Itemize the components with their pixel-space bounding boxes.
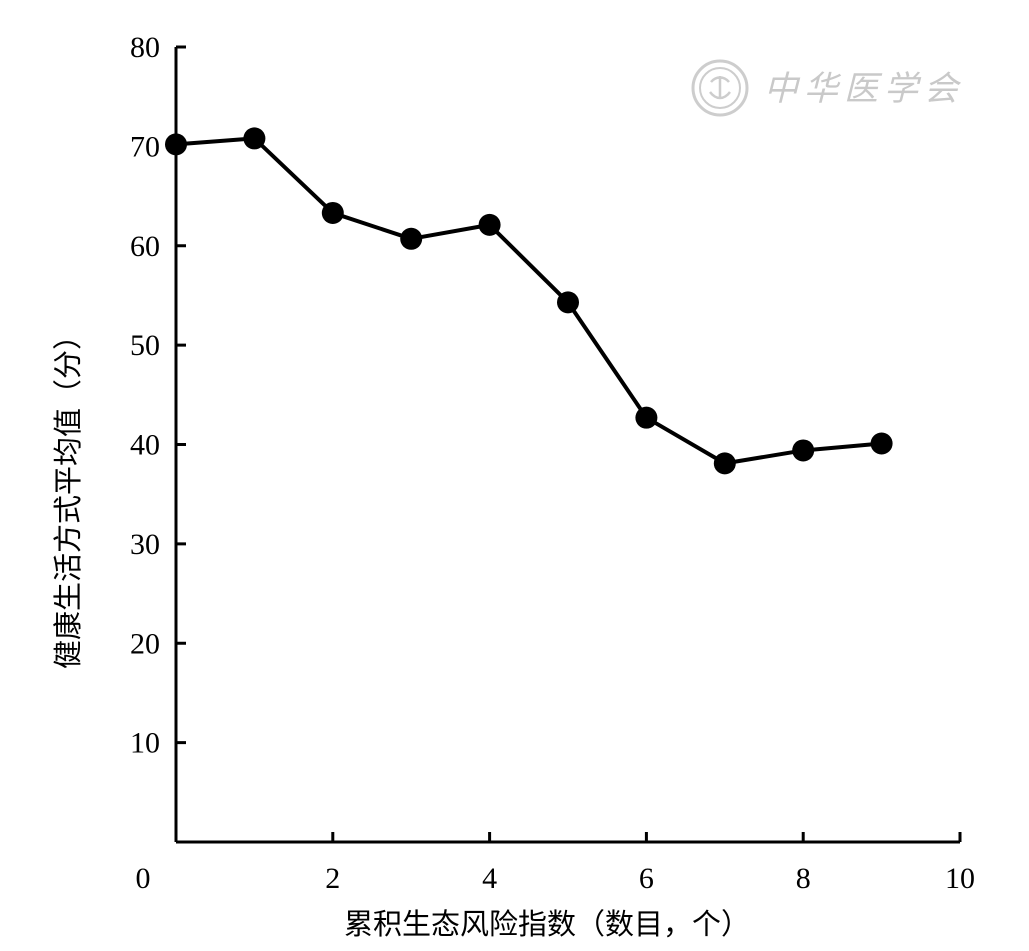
x-axis-title: 累积生态风险指数（数目，个）: [344, 907, 750, 941]
series-line: [175, 136, 882, 466]
watermark-seal-icon: [691, 59, 749, 117]
watermark-text: 中华医学会: [764, 69, 964, 109]
data-point: [400, 227, 423, 250]
y-tick-label: 50: [130, 329, 160, 362]
series: [165, 127, 893, 475]
x-tick-label: 8: [796, 862, 811, 895]
y-tick-label: 10: [130, 727, 160, 760]
axes: [174, 47, 960, 844]
x-tick-label: 10: [945, 862, 975, 895]
x-tick-label: 0: [136, 862, 151, 895]
data-point: [792, 439, 815, 462]
y-tick-label: 20: [130, 627, 160, 660]
y-tick-label: 40: [130, 429, 160, 462]
y-axis-ticks: 10 20 30 40 50 60 70 80: [130, 31, 186, 760]
y-tick-label: 60: [130, 230, 160, 263]
data-point: [243, 127, 266, 150]
y-tick-label: 30: [130, 528, 160, 561]
data-point: [870, 432, 893, 455]
data-point: [478, 213, 501, 236]
data-point: [321, 201, 344, 224]
x-tick-label: 4: [482, 862, 497, 895]
x-axis-ticks: 0 2 4 6 8 10: [136, 832, 975, 895]
x-tick-label: 2: [325, 862, 340, 895]
y-axis-title: 健康生活方式平均值（分）: [51, 321, 85, 669]
data-point: [635, 406, 658, 429]
data-point: [557, 291, 579, 314]
y-tick-label: 70: [130, 130, 160, 163]
y-tick-label: 80: [130, 31, 160, 64]
data-point: [165, 133, 187, 156]
watermark: 中华医学会: [691, 59, 964, 117]
x-tick-label: 6: [639, 862, 654, 895]
data-point: [713, 452, 736, 475]
